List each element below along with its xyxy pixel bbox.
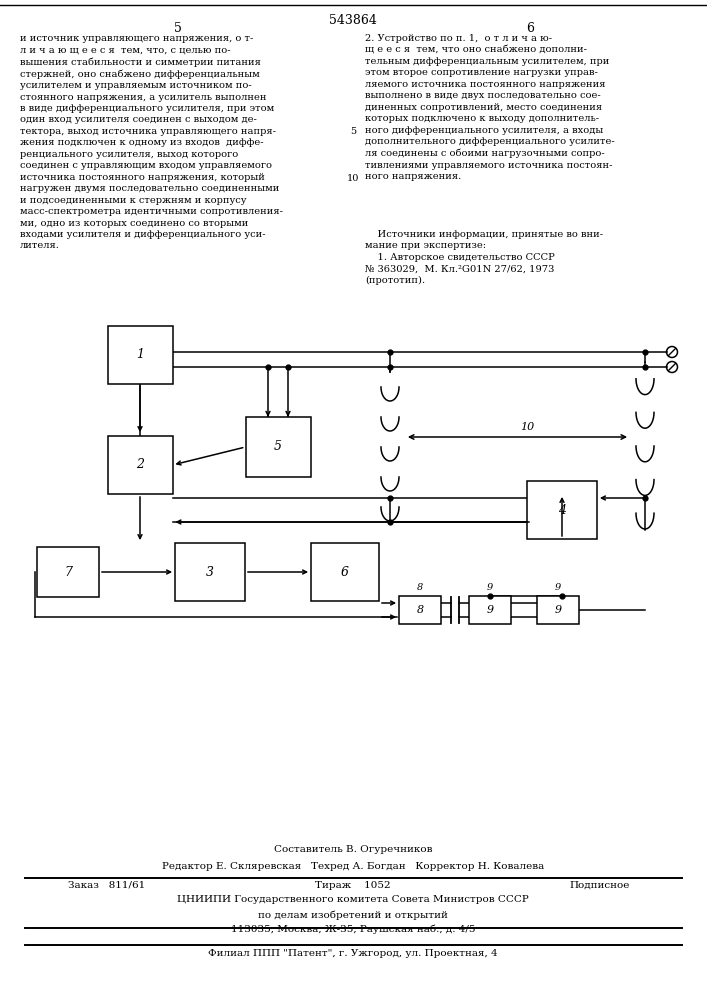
Text: Заказ   811/61: Заказ 811/61 [68,881,145,890]
Bar [537,596,579,624]
Bar [37,547,99,597]
Text: Редактор Е. Скляревская   Техред А. Богдан   Корректор Н. Ковалева: Редактор Е. Скляревская Техред А. Богдан… [162,862,544,871]
Text: 8: 8 [417,583,423,592]
Text: 10: 10 [347,174,359,183]
Text: 6: 6 [341,566,349,578]
Text: Составитель В. Огуречников: Составитель В. Огуречников [274,845,432,854]
Text: 7: 7 [64,566,72,578]
Bar [107,436,173,494]
Text: 543864: 543864 [329,14,377,27]
Bar [107,326,173,384]
Text: 5: 5 [174,22,182,35]
Text: 4: 4 [558,504,566,516]
Text: Подписное: Подписное [570,881,630,890]
Text: 2: 2 [136,458,144,472]
Bar [399,596,441,624]
Text: по делам изобретений и открытий: по делам изобретений и открытий [258,910,448,920]
Text: 10: 10 [520,422,534,432]
Text: 9: 9 [486,605,493,615]
Text: Филиал ППП "Патент", г. Ужгород, ул. Проектная, 4: Филиал ППП "Патент", г. Ужгород, ул. Про… [208,949,498,958]
Text: Тираж    1052: Тираж 1052 [315,881,391,890]
Text: 5: 5 [350,127,356,136]
Text: 2. Устройство по п. 1,  о т л и ч а ю-
щ е е с я  тем, что оно снабжено дополни-: 2. Устройство по п. 1, о т л и ч а ю- щ … [365,34,615,181]
Bar [175,543,245,601]
Text: и источник управляющего напряжения, о т-
л и ч а ю щ е е с я  тем, что, с целью : и источник управляющего напряжения, о т-… [20,34,283,250]
Text: 9: 9 [555,583,561,592]
Text: Источники информации, принятые во вни-
мание при экспертизе:
    1. Авторское св: Источники информации, принятые во вни- м… [365,230,603,285]
Text: 1: 1 [136,349,144,361]
Text: 8: 8 [416,605,423,615]
Text: 113035, Москва, Ж-35, Раушская наб., д. 4/5: 113035, Москва, Ж-35, Раушская наб., д. … [230,925,475,934]
Bar [527,481,597,539]
Text: 3: 3 [206,566,214,578]
Text: 6: 6 [526,22,534,35]
Text: 9: 9 [487,583,493,592]
Text: 5: 5 [274,440,282,454]
Text: 9: 9 [554,605,561,615]
Text: ЦНИИПИ Государственного комитета Совета Министров СССР: ЦНИИПИ Государственного комитета Совета … [177,895,529,904]
Bar [311,543,379,601]
Bar [469,596,511,624]
Bar [245,417,310,477]
